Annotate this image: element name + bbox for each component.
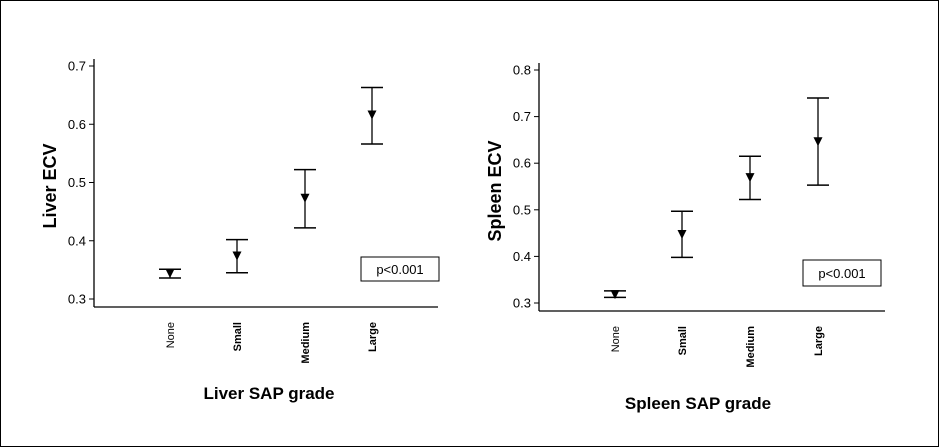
spleen-errorbar: [604, 290, 626, 300]
liver-x-axis-title: Liver SAP grade: [203, 384, 334, 403]
spleen-mean-marker: [813, 137, 823, 147]
liver-mean-marker: [300, 193, 310, 203]
spleen-mean-marker: [745, 173, 755, 183]
spleen-y-tick-label: 0.3: [513, 296, 531, 311]
liver-category-label: None: [165, 322, 177, 348]
spleen-x-axis-title: Spleen SAP grade: [625, 394, 771, 413]
liver-category-label: Small: [232, 322, 244, 351]
spleen-category-label: Small: [677, 326, 689, 355]
spleen-category-label: Medium: [745, 326, 757, 368]
liver-y-tick-label: 0.5: [68, 175, 86, 190]
liver-category-label: Medium: [300, 322, 312, 364]
liver-errorbar: [361, 86, 383, 145]
spleen-y-tick-label: 0.7: [513, 109, 531, 124]
spleen-mean-marker: [677, 229, 687, 239]
spleen-y-axis-title: Spleen ECV: [485, 140, 505, 241]
spleen-mean-marker: [610, 290, 620, 300]
liver-category-label: Large: [367, 322, 379, 352]
spleen-y-tick-label: 0.8: [513, 63, 531, 78]
liver-mean-marker: [232, 251, 242, 261]
liver-errorbar: [159, 268, 181, 279]
liver-y-axis-title: Liver ECV: [40, 143, 60, 228]
spleen-pvalue-label: p<0.001: [818, 266, 865, 281]
liver-y-tick-label: 0.3: [68, 292, 86, 307]
spleen-errorbar: [671, 210, 693, 259]
liver-y-tick-label: 0.4: [68, 233, 86, 248]
spleen-pvalue-box: [802, 259, 882, 287]
liver-pvalue-label: p<0.001: [376, 262, 423, 277]
liver-y-tick-label: 0.6: [68, 117, 86, 132]
liver-errorbar: [226, 238, 248, 274]
liver-mean-marker: [165, 268, 175, 278]
spleen-category-label: None: [610, 326, 622, 352]
spleen-y-tick-label: 0.6: [513, 156, 531, 171]
liver-pvalue-box: [360, 256, 440, 282]
spleen-errorbar: [807, 97, 829, 186]
spleen-category-label: Large: [813, 326, 825, 356]
spleen-chart: 0.3 0.4 0.5 0.6 0.7 0.8 None Small Medium Large p<…: [485, 63, 885, 413]
liver-errorbar: [294, 168, 316, 229]
spleen-errorbar: [739, 155, 761, 201]
liver-chart: 0.3 0.4 0.5 0.6 0.7 None Small Medium Large p<0.0…: [40, 59, 440, 403]
liver-y-tick-label: 0.7: [68, 59, 86, 74]
liver-mean-marker: [367, 110, 377, 120]
spleen-y-tick-label: 0.4: [513, 249, 531, 264]
spleen-y-tick-label: 0.5: [513, 202, 531, 217]
